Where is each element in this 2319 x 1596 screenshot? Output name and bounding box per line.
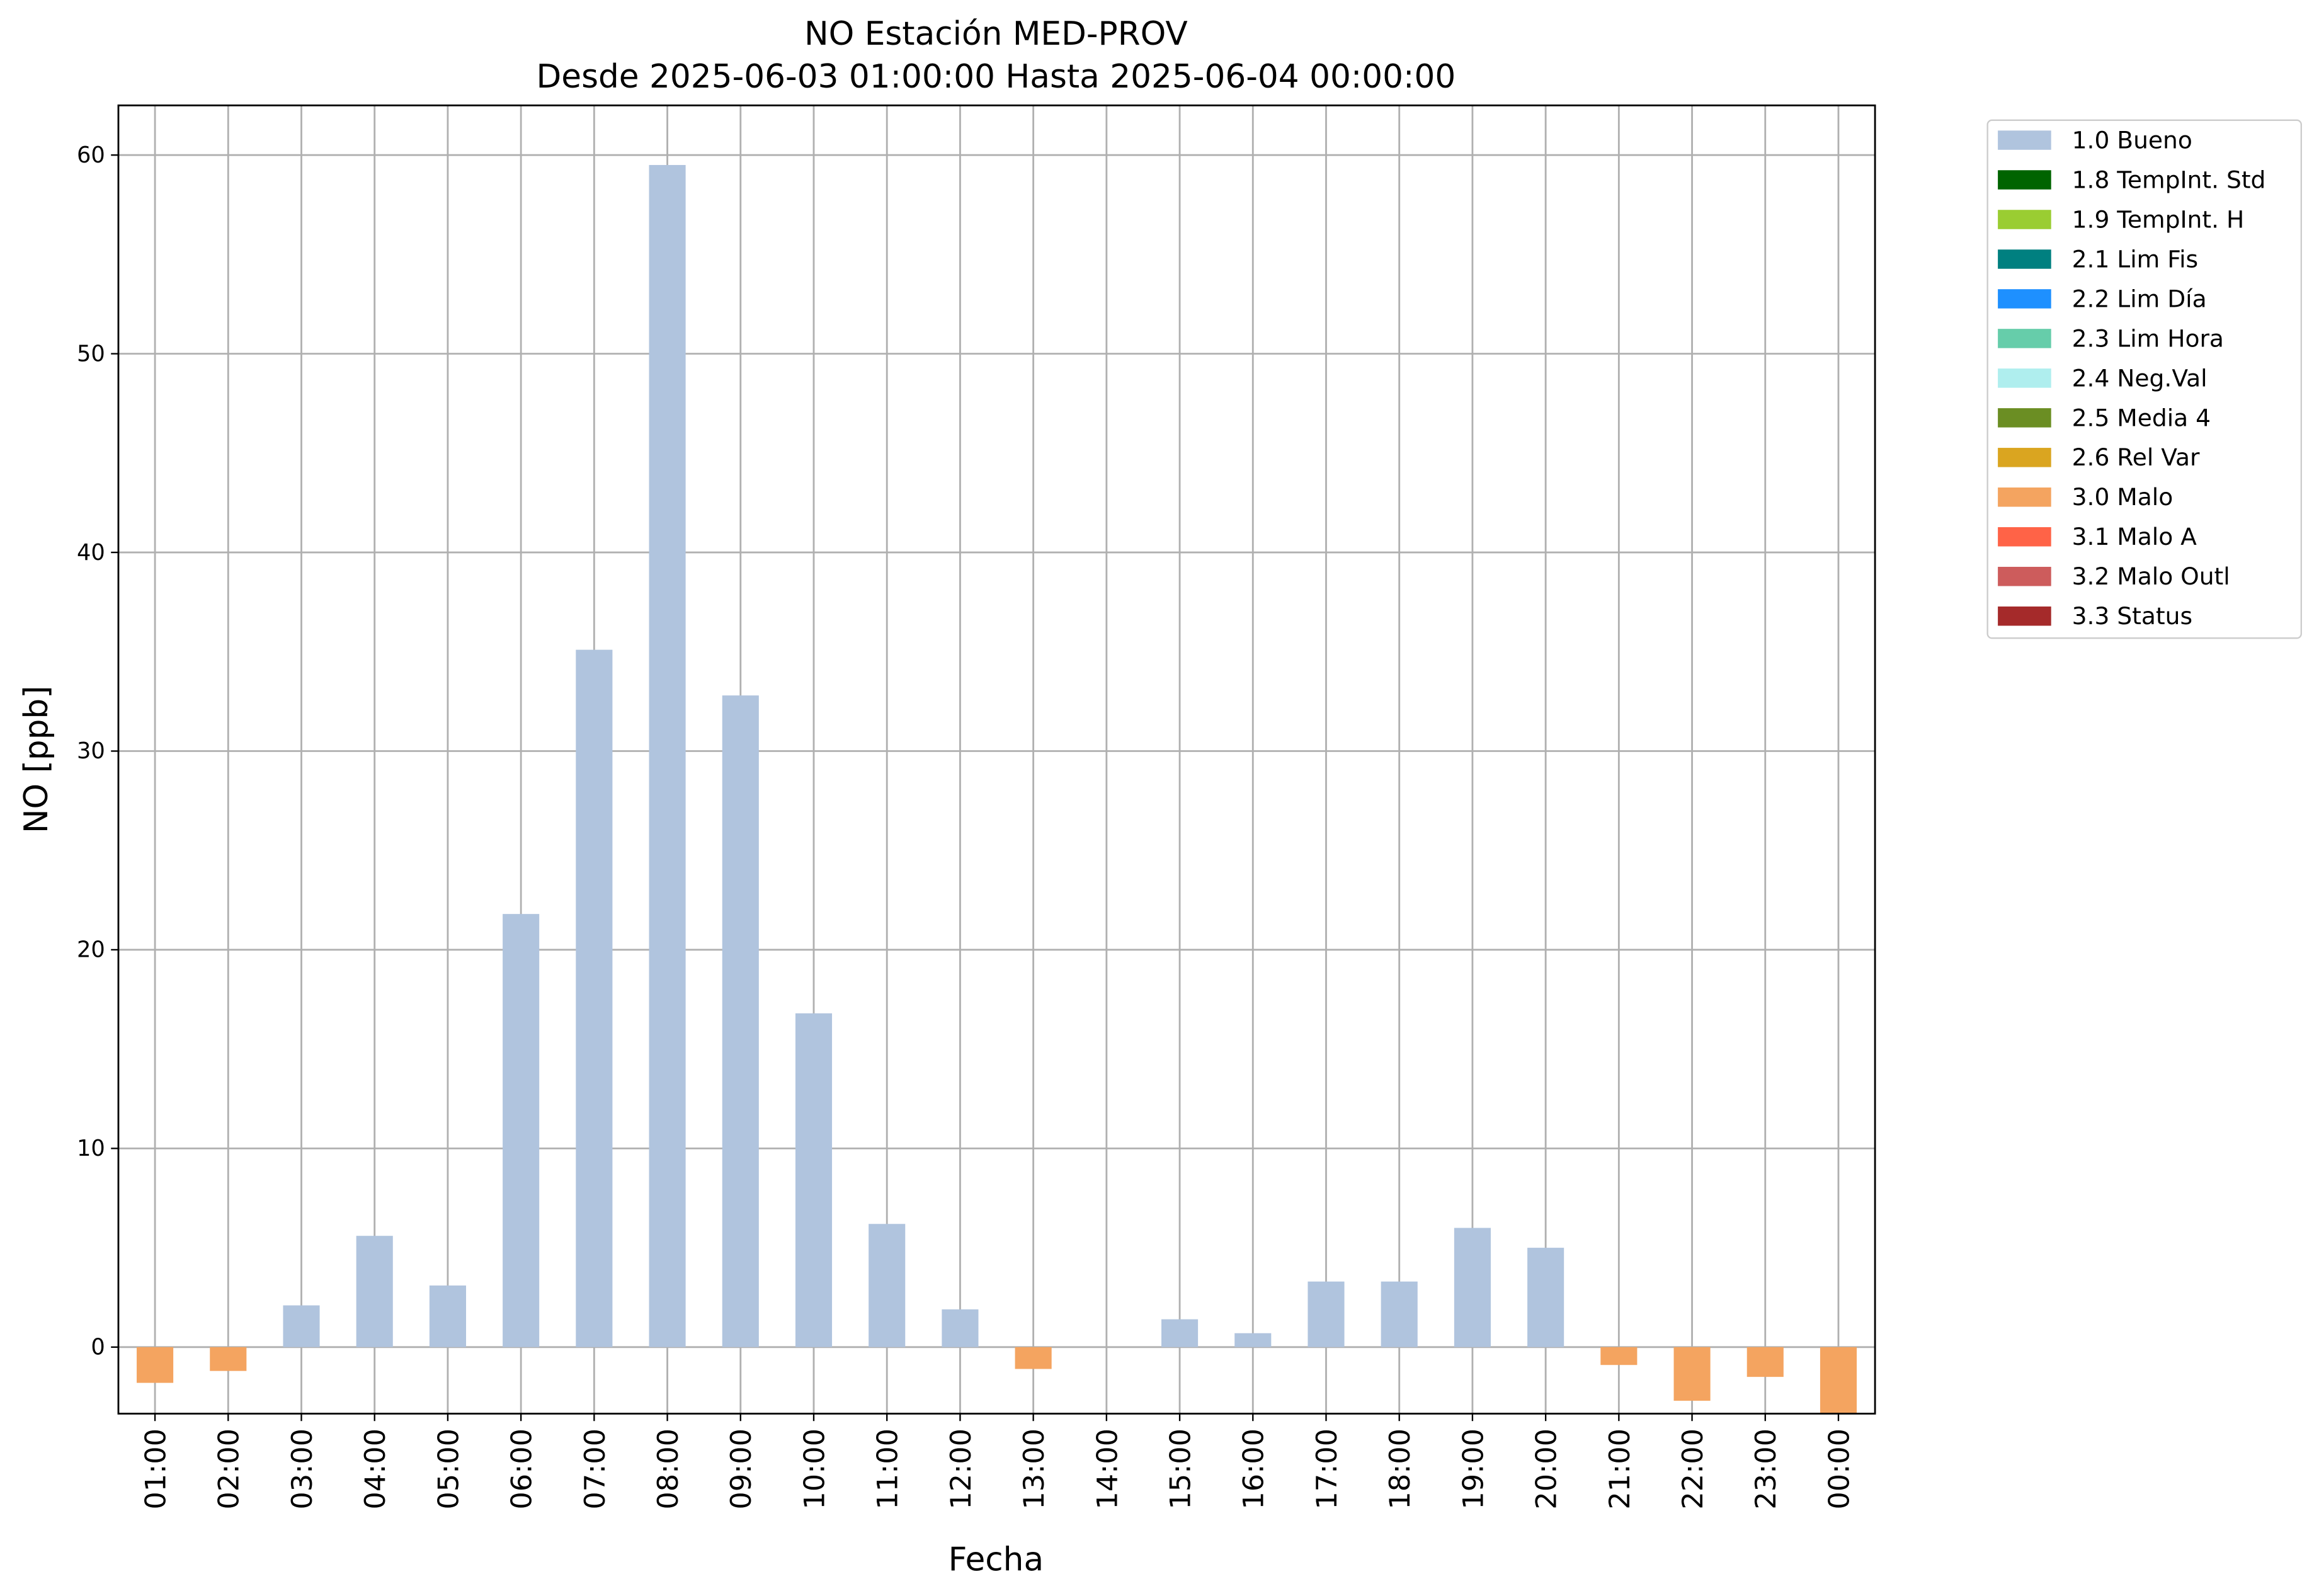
y-tick-label: 50 [77, 341, 105, 367]
legend-swatch [1998, 368, 2051, 388]
bar [503, 914, 540, 1347]
bar [649, 164, 686, 1347]
x-tick-label: 09:00 [725, 1428, 758, 1510]
bar [210, 1347, 247, 1371]
bar [1381, 1281, 1418, 1347]
legend-swatch [1998, 289, 2051, 309]
legend-label: 2.5 Media 4 [2072, 404, 2211, 431]
x-tick-label: 11:00 [872, 1428, 904, 1510]
bar [137, 1347, 174, 1383]
bar [356, 1236, 393, 1347]
chart-subtitle: Desde 2025-06-03 01:00:00 Hasta 2025-06-… [536, 58, 1456, 96]
bar [283, 1305, 320, 1347]
legend [1986, 119, 2302, 639]
bar [1454, 1228, 1491, 1347]
x-tick-label: 12:00 [945, 1428, 977, 1510]
x-tick-label: 23:00 [1750, 1428, 1782, 1510]
y-axis-label: NO [ppb] [18, 686, 55, 834]
y-tick-label: 20 [77, 937, 105, 963]
plot-frame [117, 104, 1876, 1415]
x-tick-label: 16:00 [1238, 1428, 1270, 1510]
legend-swatch [1998, 606, 2051, 626]
legend-label: 2.6 Rel Var [2072, 443, 2200, 471]
bars [137, 164, 1857, 1414]
bar [1234, 1333, 1272, 1347]
bar [1161, 1319, 1199, 1347]
x-tick-label: 15:00 [1165, 1428, 1197, 1510]
bar [576, 649, 613, 1347]
bar [1600, 1347, 1638, 1365]
x-tick-label: 22:00 [1677, 1428, 1709, 1510]
legend-label: 2.3 Lim Hora [2072, 324, 2224, 352]
bar [1820, 1347, 1857, 1414]
bar [795, 1013, 833, 1347]
legend-swatch [1998, 487, 2051, 507]
x-tick-label: 10:00 [798, 1428, 831, 1510]
grid: 0 10 20 30 40 50 60 01:00 02:00 03:00 04:00 05:00 06… [77, 105, 1876, 1510]
x-tick-label: 17:00 [1311, 1428, 1343, 1510]
legend-label: 1.9 TempInt. H [2072, 205, 2245, 233]
legend-swatch [1998, 566, 2051, 586]
x-tick-label: 13:00 [1018, 1428, 1051, 1510]
legend-label: 1.0 Bueno [2072, 126, 2192, 154]
x-tick-label: 02:00 [213, 1428, 246, 1510]
y-tick-label: 10 [77, 1136, 105, 1161]
bar [1673, 1347, 1711, 1401]
x-tick-label: 05:00 [432, 1428, 465, 1510]
x-tick-label: 01:00 [140, 1428, 173, 1510]
legend-swatch [1998, 408, 2051, 428]
x-tick-label: 07:00 [579, 1428, 612, 1510]
legend-swatch [1998, 210, 2051, 229]
x-tick-label: 19:00 [1457, 1428, 1490, 1510]
bar [429, 1285, 466, 1347]
legend-label: 2.2 Lim Día [2072, 285, 2207, 312]
legend-swatch [1998, 249, 2051, 269]
x-axis-label: Fecha [949, 1541, 1044, 1579]
x-tick-label: 08:00 [652, 1428, 685, 1510]
bar [1308, 1281, 1345, 1347]
x-tick-label: 18:00 [1384, 1428, 1416, 1510]
y-tick-label: 60 [77, 142, 105, 168]
y-tick-label: 30 [77, 738, 105, 764]
legend-entries: 1.0 Bueno 1.8 TempInt. Std 1.9 TempInt. H 2… [1998, 126, 2265, 630]
bar [942, 1309, 979, 1347]
legend-label: 3.1 Malo A [2072, 523, 2197, 550]
x-tick-label: 06:00 [506, 1428, 538, 1510]
legend-label: 3.3 Status [2072, 602, 2192, 630]
legend-swatch [1998, 170, 2051, 190]
legend-label: 1.8 TempInt. Std [2072, 166, 2266, 193]
legend-swatch [1998, 448, 2051, 467]
y-tick-label: 40 [77, 540, 105, 566]
x-tick-label: 21:00 [1604, 1428, 1636, 1510]
legend-label: 2.4 Neg.Val [2072, 364, 2208, 392]
bar [1527, 1248, 1564, 1347]
x-tick-label: 04:00 [359, 1428, 392, 1510]
legend-label: 2.1 Lim Fis [2072, 245, 2199, 273]
bar [1015, 1347, 1052, 1369]
legend-label: 3.2 Malo Outl [2072, 562, 2230, 590]
x-tick-label: 00:00 [1823, 1428, 1855, 1510]
bar [1746, 1347, 1784, 1377]
x-tick-label: 14:00 [1091, 1428, 1124, 1510]
legend-label: 3.0 Malo [2072, 483, 2174, 511]
y-tick-label: 0 [91, 1335, 105, 1360]
bar [869, 1224, 906, 1347]
x-tick-label: 03:00 [286, 1428, 319, 1510]
legend-swatch [1998, 130, 2051, 150]
chart-title: NO Estación MED-PROV [804, 15, 1188, 53]
x-tick-label: 20:00 [1530, 1428, 1563, 1510]
legend-swatch [1998, 329, 2051, 348]
legend-swatch [1998, 527, 2051, 547]
bar [722, 695, 759, 1347]
